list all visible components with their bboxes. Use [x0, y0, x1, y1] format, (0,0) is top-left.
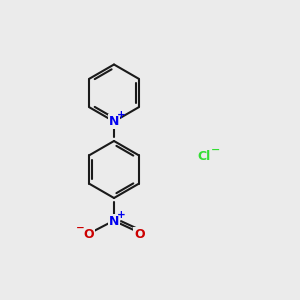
Text: Cl: Cl — [197, 149, 211, 163]
Text: +: + — [117, 110, 126, 121]
Text: −: − — [76, 223, 85, 233]
Text: −: − — [211, 144, 220, 154]
Text: N: N — [109, 115, 119, 128]
Text: N: N — [109, 215, 119, 228]
Text: O: O — [134, 227, 145, 241]
Text: O: O — [83, 227, 94, 241]
Text: +: + — [117, 210, 126, 220]
